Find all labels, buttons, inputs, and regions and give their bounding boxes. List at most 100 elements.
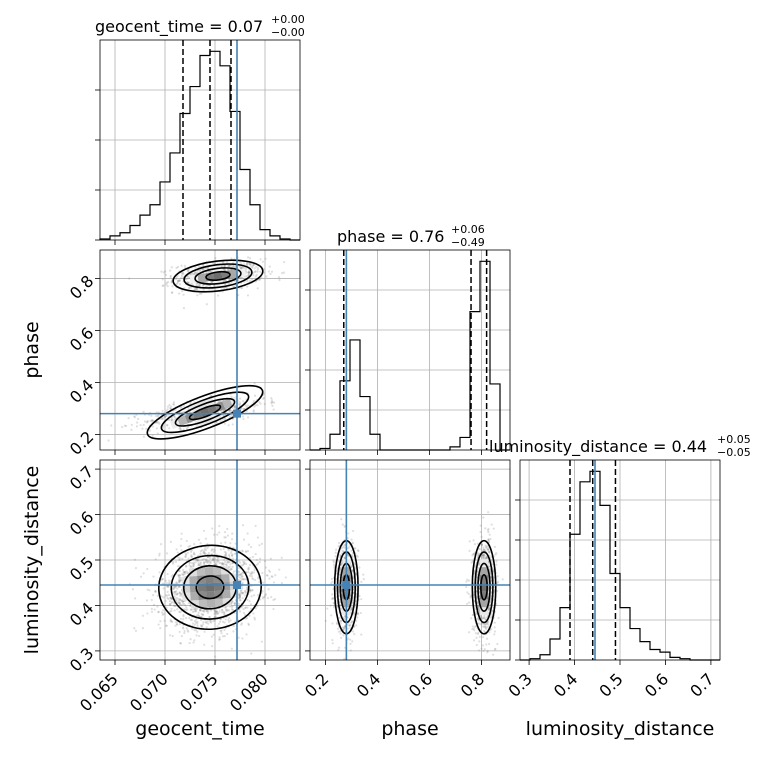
- sample-point: [231, 599, 234, 603]
- sample-point: [120, 425, 124, 429]
- sample-point: [252, 274, 255, 277]
- sample-point: [205, 303, 208, 306]
- sample-point: [166, 590, 169, 594]
- sample-point: [144, 427, 148, 430]
- sample-point: [476, 598, 479, 601]
- sample-point: [227, 620, 231, 623]
- sample-point: [206, 611, 210, 614]
- sample-point: [174, 585, 178, 588]
- sample-point: [476, 569, 479, 572]
- sample-point: [177, 556, 180, 559]
- sample-point: [215, 562, 218, 565]
- density-cell: [206, 599, 216, 608]
- sample-point: [237, 602, 241, 605]
- sample-point: [176, 592, 179, 595]
- sample-point: [187, 601, 190, 605]
- sample-point: [224, 553, 228, 556]
- sample-point: [177, 574, 181, 577]
- sample-point: [489, 600, 492, 603]
- sample-point: [157, 415, 160, 418]
- sample-point: [178, 292, 181, 295]
- sample-point: [222, 261, 225, 264]
- sample-point: [189, 565, 193, 568]
- sample-point: [479, 616, 483, 619]
- sample-point: [196, 558, 200, 562]
- sample-point: [169, 596, 172, 599]
- sample-point: [466, 591, 469, 594]
- sample-point: [219, 542, 223, 545]
- sample-point: [159, 620, 162, 623]
- sample-point: [230, 281, 233, 284]
- sample-point: [166, 596, 169, 600]
- sample-point: [171, 291, 174, 294]
- distance-vs-phase-panel: 0.2 0.4 0.6 0.8: [301, 459, 511, 701]
- sample-point: [226, 534, 230, 537]
- sample-point: [182, 404, 186, 407]
- sample-point: [240, 407, 243, 410]
- sample-point: [133, 558, 136, 561]
- sample-point: [337, 648, 340, 652]
- sample-point: [337, 541, 341, 545]
- sample-point: [161, 577, 164, 581]
- sample-point: [352, 529, 355, 533]
- sample-point: [225, 610, 228, 613]
- sample-point: [229, 568, 232, 572]
- sample-point: [342, 634, 345, 637]
- sample-point: [212, 548, 215, 551]
- sample-point: [166, 285, 169, 288]
- sample-point: [167, 593, 171, 596]
- sample-point: [254, 607, 257, 610]
- sample-point: [357, 549, 360, 553]
- sample-point: [241, 582, 244, 585]
- sample-point: [241, 575, 244, 578]
- sample-point: [145, 599, 149, 602]
- sample-point: [249, 603, 253, 606]
- sample-point: [210, 559, 214, 562]
- sample-point: [223, 560, 227, 563]
- sample-point: [187, 545, 190, 548]
- sample-point: [472, 627, 475, 630]
- sample-point: [354, 600, 358, 603]
- sample-point: [258, 278, 261, 281]
- sample-point: [170, 607, 173, 610]
- sample-point: [233, 405, 236, 408]
- sample-point: [339, 569, 342, 572]
- sample-point: [200, 615, 203, 619]
- sample-point: [175, 548, 178, 551]
- sample-point: [167, 280, 170, 284]
- sample-point: [130, 428, 133, 431]
- axes-frame: [309, 249, 511, 451]
- sample-point: [169, 610, 172, 613]
- sample-point: [465, 580, 468, 583]
- sample-point: [170, 291, 174, 294]
- sample-point: [194, 610, 198, 613]
- sample-point: [193, 553, 196, 556]
- y-tick-label: 0.5: [66, 553, 97, 584]
- sample-point: [175, 581, 178, 584]
- sample-point: [195, 614, 198, 617]
- sample-point: [272, 581, 276, 584]
- sample-point: [139, 575, 143, 578]
- sample-point: [280, 582, 283, 585]
- sample-point: [247, 543, 250, 546]
- sample-point: [202, 560, 206, 564]
- sample-point: [358, 594, 361, 598]
- density-cell: [204, 567, 214, 576]
- sample-point: [347, 532, 350, 535]
- sample-point: [353, 562, 356, 565]
- sample-point: [242, 415, 245, 418]
- sample-point: [247, 274, 250, 277]
- sample-point: [166, 424, 169, 427]
- sample-point: [242, 408, 245, 411]
- sample-point: [248, 257, 252, 260]
- sample-point: [142, 572, 145, 575]
- sample-point: [210, 609, 213, 612]
- sample-point: [217, 400, 220, 404]
- sample-point: [347, 637, 350, 640]
- sample-point: [256, 267, 260, 270]
- sample-point: [182, 613, 185, 617]
- sample-point: [278, 568, 281, 571]
- sample-point: [213, 533, 216, 536]
- sample-point: [337, 582, 341, 585]
- sample-point: [473, 625, 477, 628]
